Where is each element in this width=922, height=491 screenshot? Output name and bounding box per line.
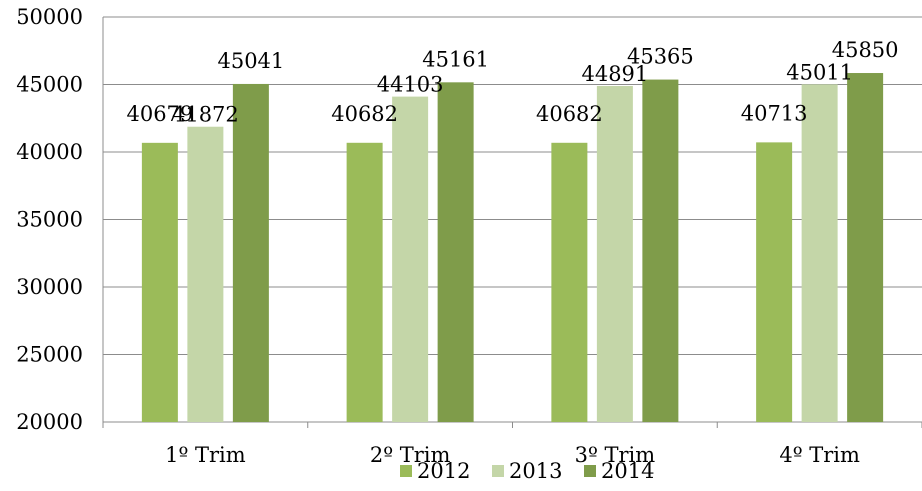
data-label: 40713 (741, 101, 808, 125)
data-label: 45850 (832, 38, 899, 62)
data-label: 45011 (786, 60, 853, 84)
y-tick-label: 30000 (16, 275, 83, 299)
data-label: 40682 (331, 102, 398, 126)
data-label: 45161 (422, 47, 489, 71)
x-axis-category-labels: 1º Trim 2º Trim 3º Trim 4º Trim (165, 443, 860, 467)
bar-2013 (596, 85, 633, 422)
y-tick-label: 40000 (16, 140, 83, 164)
data-label: 40682 (536, 102, 603, 126)
legend-label: 2012 (417, 459, 470, 483)
bar-2014 (847, 73, 884, 423)
legend: 2012 2013 2014 (400, 459, 654, 483)
bar-2014 (437, 82, 474, 422)
legend-label: 2014 (601, 459, 654, 483)
y-tick-label: 20000 (16, 410, 83, 434)
bar-2012 (141, 142, 178, 422)
x-category-label: 3º Trim (575, 443, 656, 467)
data-label: 45041 (217, 49, 284, 73)
bar-2012 (551, 142, 588, 422)
bar-2013 (801, 84, 838, 422)
y-tick-label: 45000 (16, 73, 83, 97)
bar-2013 (392, 96, 429, 422)
legend-swatch-2012 (400, 465, 412, 477)
x-category-label: 1º Trim (165, 443, 246, 467)
data-label: 45365 (627, 45, 694, 69)
legend-swatch-2013 (492, 465, 504, 477)
data-label: 40679 (126, 102, 193, 126)
x-category-label: 2º Trim (370, 443, 451, 467)
bar-2014 (642, 79, 679, 422)
y-tick-label: 35000 (16, 208, 83, 232)
legend-label: 2013 (509, 459, 562, 483)
bar-2012 (756, 142, 793, 422)
legend-swatch-2014 (584, 465, 596, 477)
data-label: 44891 (581, 62, 648, 86)
bar-2013 (187, 126, 224, 422)
bar-2014 (232, 83, 269, 422)
bar-2012 (346, 142, 383, 422)
bars (141, 73, 884, 423)
y-axis-tick-labels: 20000 25000 30000 35000 40000 45000 50000 (16, 5, 83, 434)
y-tick-label: 50000 (16, 5, 83, 29)
x-category-label: 4º Trim (779, 443, 860, 467)
data-label: 41872 (172, 103, 239, 127)
y-tick-label: 25000 (16, 343, 83, 367)
data-label: 44103 (377, 73, 444, 97)
